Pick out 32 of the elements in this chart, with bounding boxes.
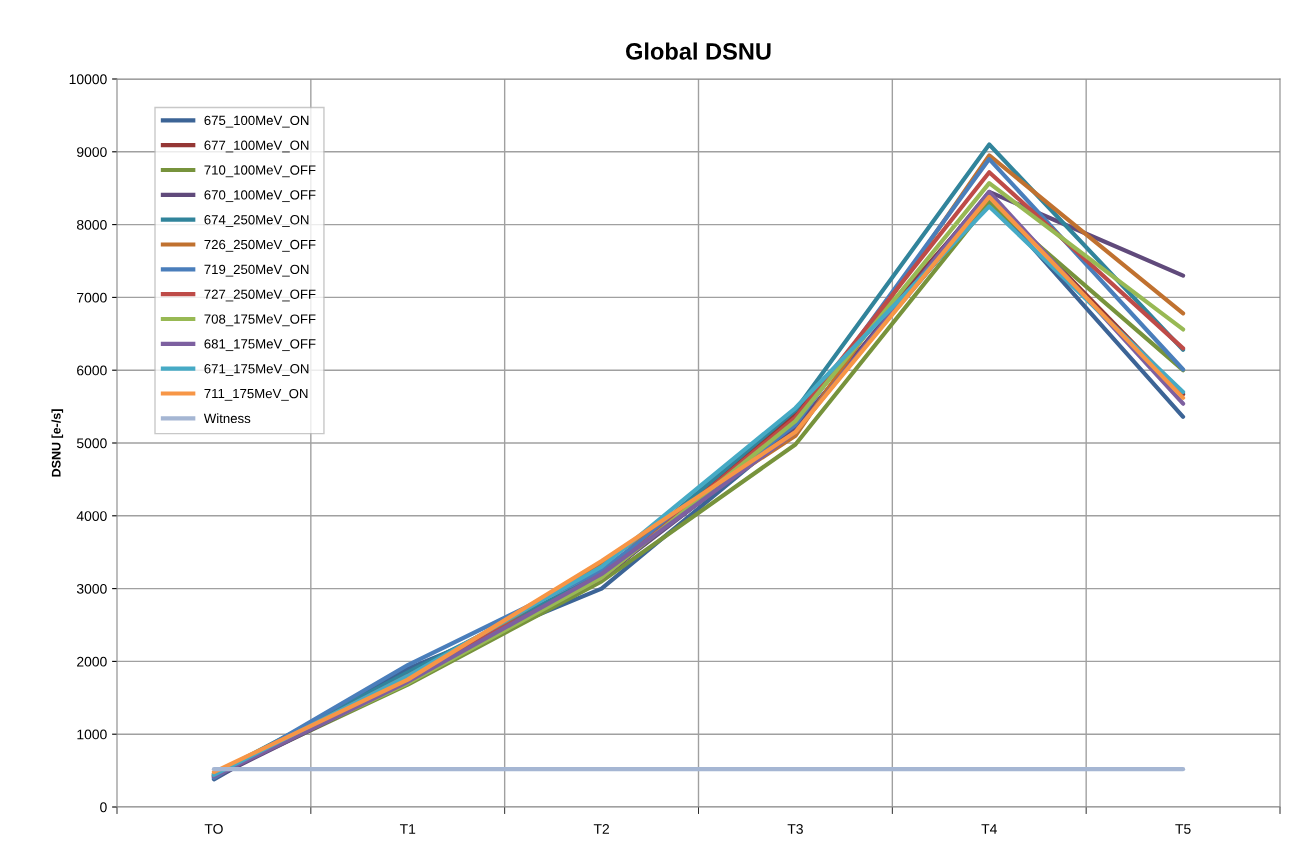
y-tick-label: 10000 (69, 74, 107, 85)
y-tick-label: 1000 (77, 729, 107, 740)
y-axis-title: DSNU [e-/s] (51, 409, 64, 477)
chart-title: Global DSNU (626, 42, 771, 60)
y-tick-label: 3000 (76, 583, 107, 594)
legend-label: 675_100MeV_ON (204, 115, 309, 128)
legend-label: 719_250MeV_ON (204, 264, 309, 277)
y-tick-label: 2000 (77, 656, 107, 667)
y-tick-label: 4000 (76, 511, 107, 521)
legend-label: 681_175MeV_OFF (204, 339, 316, 352)
legend-label: 710_100MeV_OFF (204, 165, 316, 178)
x-tick-label: TO (204, 824, 223, 834)
legend-label: 674_250MeV_ON (204, 215, 309, 227)
y-tick-label: 7000 (77, 292, 107, 303)
x-tick-label: T2 (593, 824, 609, 834)
legend-label: 671_175MeV_ON (204, 364, 309, 376)
x-tick-label: T4 (981, 824, 997, 834)
legend-label: 677_100MeV_ON (204, 140, 309, 153)
y-tick-label: 8000 (76, 219, 107, 230)
legend-label: 727_250MeV_OFF (204, 289, 316, 302)
y-tick-label: 6000 (77, 365, 107, 376)
legend-label: 670_100MeV_OFF (204, 190, 316, 203)
x-tick-label: T1 (399, 824, 416, 834)
y-tick-label: 5000 (76, 438, 107, 449)
legend-label: 708_175MeV_OFF (204, 314, 316, 327)
y-tick-label: 0 (100, 802, 107, 813)
legend-label: 726_250MeV_OFF (204, 239, 316, 252)
x-tick-label: T5 (1175, 824, 1191, 834)
legend-label: 711_175MeV_ON (204, 388, 308, 401)
x-tick-label: T3 (787, 824, 803, 834)
legend-label: Witness (203, 413, 251, 424)
y-tick-label: 9000 (77, 147, 107, 157)
